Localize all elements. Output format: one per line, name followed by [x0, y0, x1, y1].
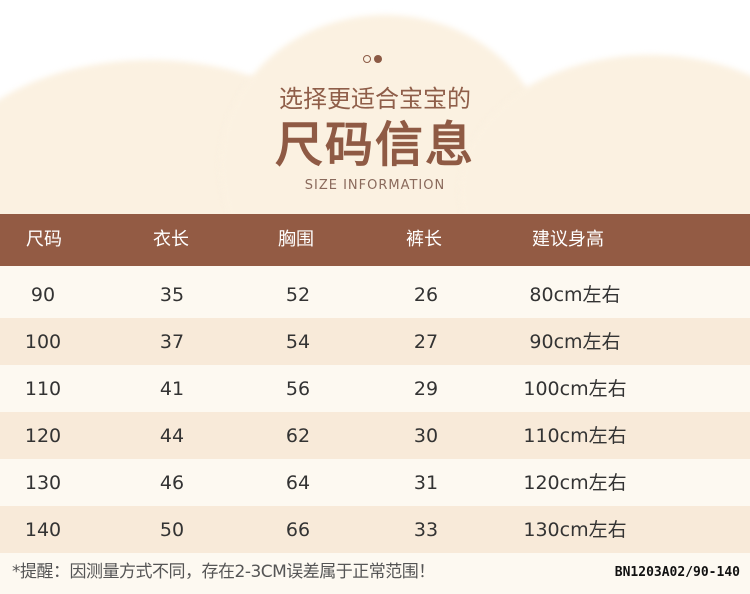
- table-row: 120 44 62 30 110cm左右: [0, 412, 750, 459]
- table-cell: 110: [24, 377, 62, 400]
- table-cell: 90cm左右: [529, 330, 621, 353]
- table-cell: 31: [413, 471, 439, 494]
- table-row: 110 41 56 29 100cm左右: [0, 365, 750, 412]
- title-en: SIZE INFORMATION: [304, 178, 446, 193]
- column-header: 裤长: [406, 229, 442, 250]
- table-cell: 120cm左右: [523, 471, 627, 494]
- table-cell: 46: [159, 471, 185, 494]
- table-cell: 33: [413, 518, 439, 541]
- dot-active-icon: [374, 55, 382, 63]
- subtitle: 选择更适合宝宝的: [279, 85, 471, 113]
- dot-inactive-icon: [363, 55, 371, 63]
- table-cell: 50: [159, 518, 185, 541]
- table-cell: 37: [159, 330, 185, 353]
- table-cell: 100: [24, 330, 62, 353]
- table-cell: 140: [24, 518, 62, 541]
- header-banner: 选择更适合宝宝的 尺码信息 SIZE INFORMATION: [0, 0, 750, 214]
- footer-note: *提醒：因测量方式不同，存在2-3CM误差属于正常范围！: [12, 562, 435, 582]
- table-cell: 80cm左右: [529, 283, 621, 306]
- table-cell: 29: [413, 377, 439, 400]
- page-indicator: [363, 55, 382, 63]
- table-row: 100 37 54 27 90cm左右: [0, 318, 750, 365]
- table-cell: 27: [413, 330, 439, 353]
- table-cell: 100cm左右: [523, 377, 627, 400]
- table-cell: 62: [285, 424, 311, 447]
- table-cell: 26: [413, 283, 439, 306]
- table-row: 90 35 52 26 80cm左右: [0, 271, 750, 318]
- table-cell: 56: [285, 377, 311, 400]
- table-row: 140 50 66 33 130cm左右: [0, 506, 750, 553]
- product-code: BN1203A02/90-140: [614, 565, 740, 580]
- column-header: 建议身高: [532, 229, 604, 250]
- column-header: 衣长: [153, 229, 189, 250]
- table-cell: 35: [159, 283, 185, 306]
- table-cell: 110cm左右: [523, 424, 627, 447]
- table-header: 尺码 衣长 胸围 裤长 建议身高: [0, 214, 750, 266]
- table-cell: 66: [285, 518, 311, 541]
- table-row: 130 46 64 31 120cm左右: [0, 459, 750, 506]
- table-cell: 120: [24, 424, 62, 447]
- table-cell: 64: [285, 471, 311, 494]
- table-cell: 41: [159, 377, 185, 400]
- table-cell: 54: [285, 330, 311, 353]
- table-cell: 90: [30, 283, 56, 306]
- table-cell: 44: [159, 424, 185, 447]
- table-cell: 130: [24, 471, 62, 494]
- column-header: 胸围: [278, 229, 314, 250]
- column-header: 尺码: [26, 229, 62, 250]
- table-cell: 52: [285, 283, 311, 306]
- table-cell: 130cm左右: [523, 518, 627, 541]
- page-title: 尺码信息: [274, 117, 475, 173]
- table-cell: 30: [413, 424, 439, 447]
